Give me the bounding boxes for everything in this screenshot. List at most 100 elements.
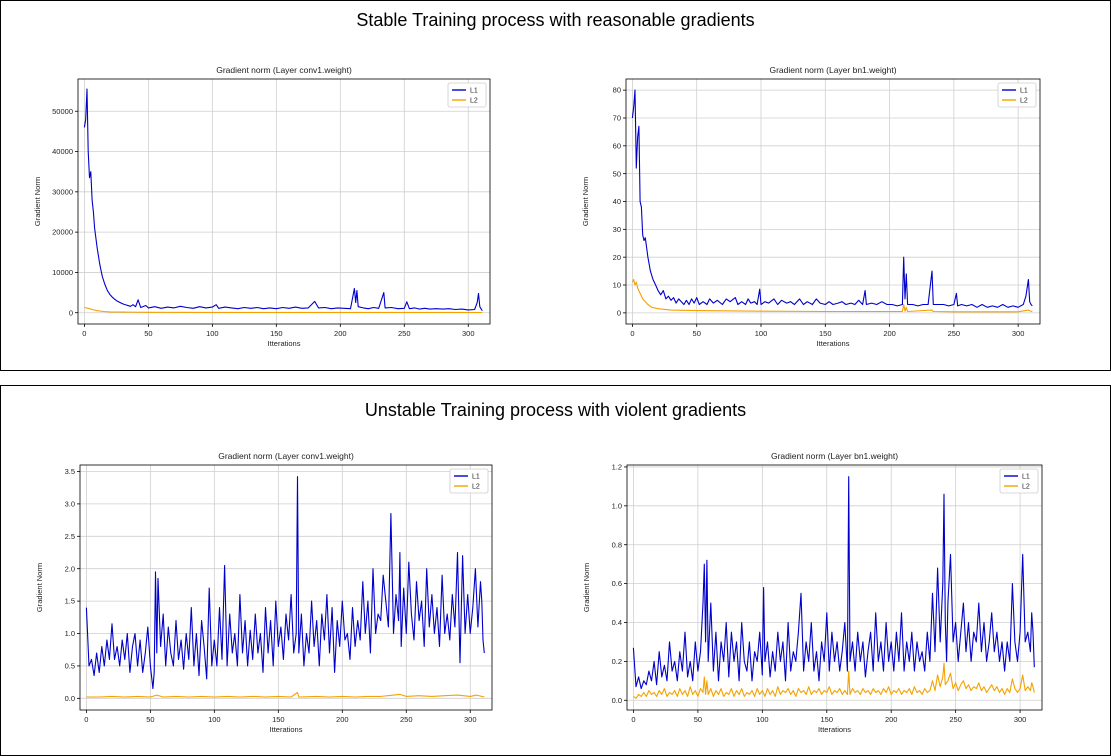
plot-frame: [77, 78, 491, 325]
y-tick-label: 1.0: [612, 501, 622, 510]
x-tick-label: 100: [206, 329, 219, 338]
plot-frame: [626, 464, 1043, 711]
chart-group: 0 50 100 150 200 250 300 0.0 0.2 0.4 0.6 0.8 1.0 1.2 G…: [582, 451, 1043, 734]
x-tick-label: 0: [631, 715, 635, 724]
x-tick-label: 300: [464, 715, 477, 724]
y-axis-label: Gradient Norm: [582, 563, 591, 612]
x-tick-label: 150: [270, 329, 283, 338]
stable-training-panel: Stable Training process with reasonable …: [0, 0, 1111, 371]
x-tick-label: 50: [144, 329, 152, 338]
series-line-l1: [631, 89, 1033, 308]
plot-frame: [79, 464, 493, 711]
legend-label-l1: L1: [1022, 474, 1030, 481]
x-axis-label: Itterations: [817, 339, 850, 348]
x-axis-label: Itterations: [818, 725, 851, 734]
y-axis-label: Gradient Norm: [33, 177, 42, 226]
chart-title: Gradient norm (Layer conv1.weight): [218, 451, 354, 461]
x-tick-label: 200: [334, 329, 347, 338]
series-line-l2: [86, 691, 485, 698]
x-axis-label: Itterations: [270, 725, 303, 734]
x-tick-label: 50: [693, 329, 701, 338]
y-tick-label: 20000: [52, 228, 73, 237]
x-tick-label: 100: [756, 715, 769, 724]
x-tick-label: 100: [755, 329, 768, 338]
chart-title: Gradient norm (Layer bn1.weight): [771, 451, 898, 461]
chart-title: Gradient norm (Layer bn1.weight): [769, 65, 896, 75]
series-line-l2: [633, 662, 1035, 699]
y-tick-label: 60: [613, 141, 621, 150]
y-axis-label: Gradient Norm: [581, 177, 590, 226]
y-tick-label: 0: [617, 308, 621, 317]
x-tick-label: 200: [885, 715, 898, 724]
y-tick-label: 50000: [52, 107, 73, 116]
legend-box: [999, 468, 1039, 494]
y-tick-label: 10: [613, 281, 621, 290]
legend-label-l2: L2: [1020, 98, 1028, 105]
chart-group: 0 50 100 150 200 250 300 0 10000 20000 30000 40000 5…: [33, 65, 491, 348]
x-tick-label: 300: [1014, 715, 1027, 724]
unstable-training-panel: Unstable Training process with violent g…: [0, 385, 1111, 756]
chart-group: 0 50 100 150 200 250 300 0.0 0.5 1.0 1.5 2.0 2.5 3.0 3…: [35, 451, 493, 734]
x-tick-label: 300: [462, 329, 475, 338]
y-tick-label: 0.2: [612, 657, 622, 666]
y-tick-label: 40000: [52, 147, 73, 156]
y-tick-label: 1.2: [612, 463, 622, 472]
y-tick-label: 20: [613, 253, 621, 262]
chart-group: 0 50 100 150 200 250 300 0 10 20 30 40 50 60 70 80 Gradi…: [581, 65, 1041, 348]
legend-label-l2: L2: [472, 484, 480, 491]
x-tick-label: 50: [694, 715, 702, 724]
x-tick-label: 150: [821, 715, 834, 724]
legend-box: [997, 82, 1037, 108]
x-tick-label: 200: [883, 329, 896, 338]
x-tick-label: 150: [819, 329, 832, 338]
stable-panel-title: Stable Training process with reasonable …: [356, 10, 755, 30]
y-tick-label: 0: [69, 308, 73, 317]
series-line-l1: [632, 476, 1035, 690]
legend-box: [449, 468, 489, 494]
legend-box: [447, 82, 487, 108]
legend-label-l2: L2: [1022, 484, 1030, 491]
y-tick-label: 3.0: [65, 499, 75, 508]
x-tick-label: 250: [948, 329, 961, 338]
y-tick-label: 30000: [52, 187, 73, 196]
x-tick-label: 100: [208, 715, 221, 724]
y-tick-label: 2.0: [65, 564, 75, 573]
y-tick-label: 1.0: [65, 629, 75, 638]
y-tick-label: 1.5: [65, 597, 75, 606]
x-tick-label: 250: [400, 715, 413, 724]
legend-label-l2: L2: [470, 98, 478, 105]
x-tick-label: 50: [146, 715, 154, 724]
x-tick-label: 250: [398, 329, 411, 338]
y-axis-label: Gradient Norm: [35, 563, 44, 612]
legend-label-l1: L1: [1020, 88, 1028, 95]
y-tick-label: 50: [613, 169, 621, 178]
series-line-l1: [83, 88, 483, 311]
x-tick-label: 0: [84, 715, 88, 724]
series-line-l2: [84, 306, 483, 314]
x-tick-label: 250: [949, 715, 962, 724]
y-tick-label: 3.5: [65, 467, 75, 476]
chart-title: Gradient norm (Layer conv1.weight): [216, 65, 352, 75]
y-tick-label: 0.4: [612, 618, 622, 627]
x-tick-label: 200: [336, 715, 349, 724]
y-tick-label: 30: [613, 225, 621, 234]
y-tick-label: 2.5: [65, 532, 75, 541]
x-tick-label: 0: [630, 329, 634, 338]
y-tick-label: 40: [613, 197, 621, 206]
unstable-panel-title: Unstable Training process with violent g…: [364, 400, 747, 420]
x-tick-label: 300: [1012, 329, 1025, 338]
legend-label-l1: L1: [472, 474, 480, 481]
y-tick-label: 70: [613, 114, 621, 123]
y-tick-label: 0.0: [612, 696, 622, 705]
y-tick-label: 10000: [52, 268, 73, 277]
x-tick-label: 150: [272, 715, 285, 724]
x-axis-label: Itterations: [268, 339, 301, 348]
y-tick-label: 0.8: [612, 540, 622, 549]
y-tick-label: 0.6: [612, 579, 622, 588]
